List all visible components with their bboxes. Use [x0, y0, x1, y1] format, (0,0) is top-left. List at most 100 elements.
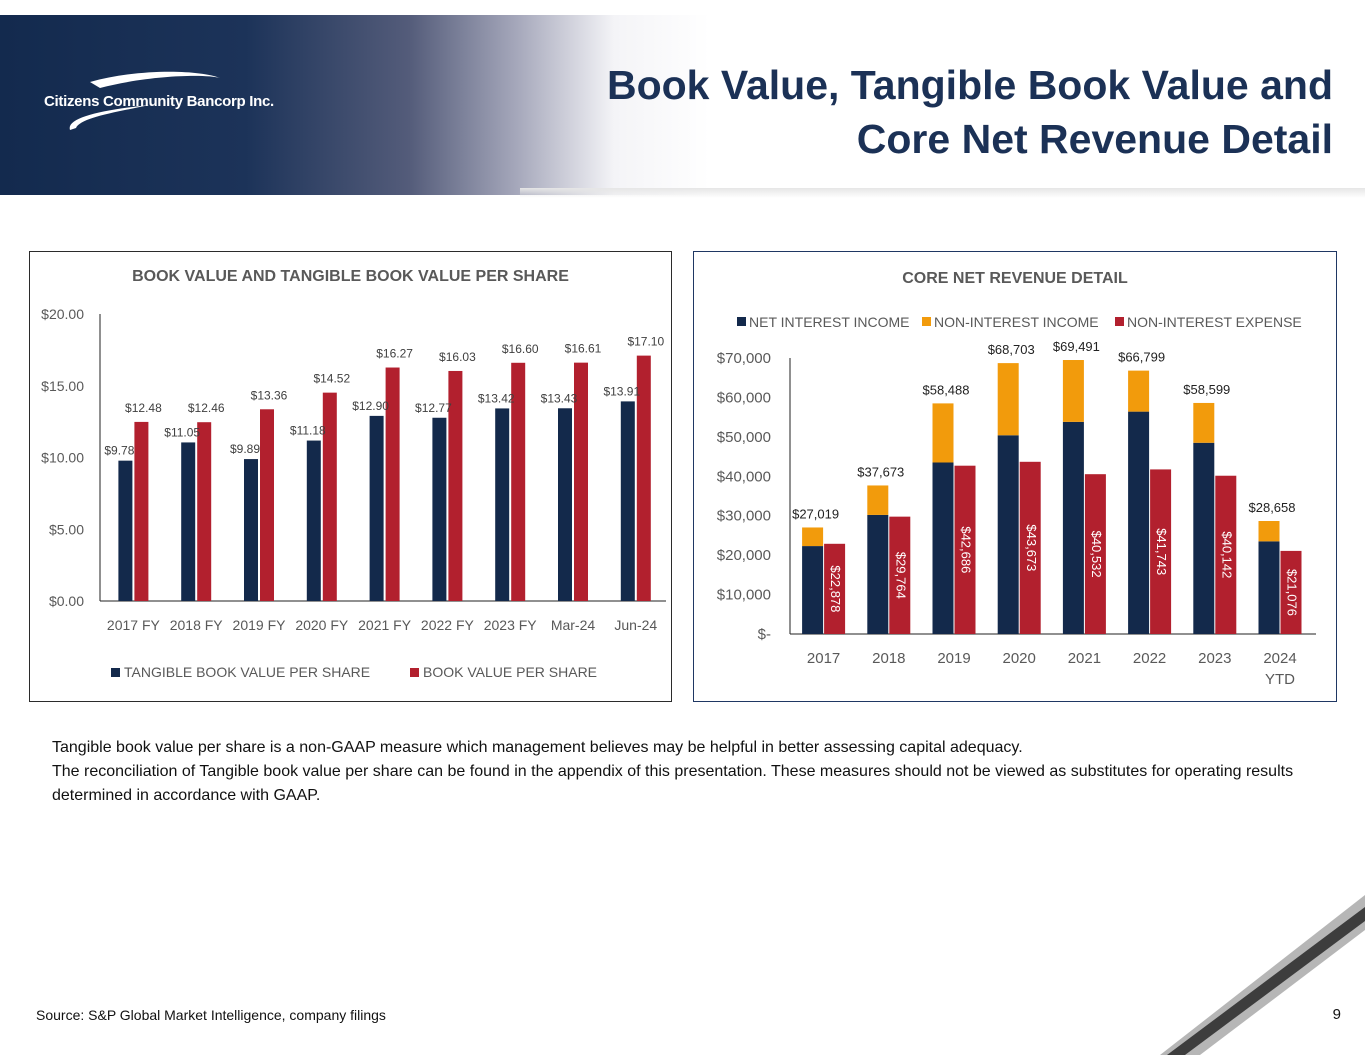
- tangible-book-value-label: $13.42: [478, 391, 515, 405]
- legend-swatch-book: [410, 668, 419, 677]
- company-logo: Citizens Community Bancorp Inc.: [30, 60, 280, 140]
- footnote-line-1: Tangible book value per share is a non-G…: [52, 739, 1023, 756]
- net-interest-income-bar: [802, 546, 824, 634]
- tangible-book-value-label: $9.78: [104, 444, 134, 458]
- book-value-label: $17.10: [627, 335, 664, 349]
- x-tick-label: YTD: [1265, 671, 1295, 688]
- book-value-bar: [448, 370, 463, 601]
- tangible-book-value-label: $9.89: [230, 442, 260, 456]
- page-title: Book Value, Tangible Book Value and Core…: [607, 58, 1333, 166]
- y-tick-label: $70,000: [717, 350, 771, 367]
- tangible-book-value-bar: [306, 440, 321, 601]
- tangible-book-value-bar: [558, 408, 572, 601]
- legend-label-book: BOOK VALUE PER SHARE: [423, 664, 597, 680]
- tangible-book-value-label: $13.43: [541, 391, 578, 405]
- book-value-bar: [322, 392, 337, 601]
- tangible-book-value-label: $11.18: [290, 424, 326, 438]
- stack-total-label: $28,658: [1249, 500, 1296, 515]
- y-tick-label: $10.00: [41, 450, 84, 466]
- book-value-bar: [636, 355, 651, 601]
- non-interest-expense-label: $29,764: [893, 552, 908, 599]
- y-tick-label: $20.00: [41, 306, 84, 322]
- non-interest-expense-label: $40,532: [1089, 531, 1104, 578]
- x-tick-label: 2018: [872, 650, 905, 667]
- footnote-line-2: The reconciliation of Tangible book valu…: [52, 763, 1294, 804]
- tangible-book-value-bar: [118, 460, 133, 601]
- non-interest-income-bar: [932, 403, 954, 463]
- legend-swatch-net-interest-income: [737, 317, 746, 326]
- non-interest-income-bar: [867, 485, 889, 515]
- book-value-label: $12.48: [125, 401, 162, 415]
- legend-swatch-tangible: [111, 668, 120, 677]
- legend-swatch-non-interest-expense: [1115, 317, 1124, 326]
- x-tick-label: 2018 FY: [170, 617, 224, 633]
- y-tick-label: $40,000: [717, 468, 771, 485]
- non-interest-income-bar: [997, 363, 1019, 436]
- net-interest-income-bar: [932, 462, 954, 634]
- company-name: Citizens Community Bancorp Inc.: [44, 93, 274, 110]
- x-tick-label: 2022 FY: [421, 617, 475, 633]
- book-value-chart-title: BOOK VALUE AND TANGIBLE BOOK VALUE PER S…: [132, 268, 569, 285]
- title-line-1: Book Value, Tangible Book Value and: [606, 62, 1333, 108]
- book-value-label: $16.61: [565, 342, 602, 356]
- non-interest-expense-bar: [824, 543, 846, 634]
- x-tick-label: 2022: [1133, 650, 1166, 667]
- stack-total-label: $37,673: [857, 464, 904, 479]
- x-tick-label: 2020: [1003, 650, 1036, 667]
- non-interest-income-bar: [1258, 521, 1280, 542]
- x-tick-label: 2017: [807, 650, 840, 667]
- non-interest-expense-bar: [1084, 474, 1106, 634]
- core-revenue-chart-panel: CORE NET REVENUE DETAIL $- $10,000 $20,000…: [693, 251, 1337, 702]
- tangible-book-value-bar: [495, 408, 510, 601]
- page-number: 9: [1332, 1006, 1341, 1023]
- non-interest-expense-bar: [889, 516, 911, 634]
- tangible-book-value-label: $12.77: [415, 401, 452, 415]
- non-interest-expense-bar: [1215, 475, 1237, 634]
- non-interest-expense-label: $42,686: [959, 526, 974, 573]
- stack-total-label: $66,799: [1118, 350, 1165, 365]
- legend-label-tangible: TANGIBLE BOOK VALUE PER SHARE: [124, 664, 370, 680]
- y-tick-label: $10,000: [717, 587, 771, 604]
- net-interest-income-bar: [1258, 541, 1280, 634]
- x-tick-label: 2019: [937, 650, 970, 667]
- x-tick-label: 2024: [1263, 650, 1296, 667]
- book-value-label: $16.60: [502, 342, 539, 356]
- stack-total-label: $27,019: [792, 506, 839, 521]
- net-interest-income-bar: [867, 514, 889, 634]
- book-value-bar: [385, 367, 400, 601]
- corner-accent: [1160, 895, 1365, 1055]
- book-value-label: $16.27: [376, 347, 413, 361]
- book-value-bar: [134, 421, 149, 601]
- legend-swatch-non-interest-income: [922, 317, 931, 326]
- non-interest-expense-label: $40,142: [1219, 531, 1234, 578]
- y-tick-label: $15.00: [41, 378, 84, 394]
- header-shadow: [520, 188, 1365, 198]
- stack-total-label: $58,488: [923, 382, 970, 397]
- net-interest-income-bar: [1062, 421, 1084, 634]
- y-tick-label: $-: [758, 626, 771, 643]
- non-interest-expense-bar: [1280, 550, 1302, 634]
- non-interest-expense-label: $22,878: [828, 565, 843, 612]
- book-value-label: $16.03: [439, 350, 476, 364]
- book-value-label: $14.52: [313, 372, 350, 386]
- book-value-label: $12.46: [188, 401, 225, 415]
- x-tick-label: 2019 FY: [233, 617, 287, 633]
- non-interest-expense-bar: [954, 465, 976, 634]
- y-tick-label: $0.00: [49, 593, 84, 609]
- net-interest-income-bar: [997, 435, 1019, 634]
- tangible-book-value-label: $12.90: [352, 399, 389, 413]
- x-tick-label: Mar-24: [551, 617, 596, 633]
- book-value-chart-panel: BOOK VALUE AND TANGIBLE BOOK VALUE PER S…: [29, 251, 672, 702]
- core-revenue-chart-title: CORE NET REVENUE DETAIL: [902, 270, 1128, 287]
- book-value-bar: [260, 409, 274, 601]
- non-interest-expense-label: $21,076: [1285, 569, 1300, 616]
- y-tick-label: $60,000: [717, 389, 771, 406]
- footnote: Tangible book value per share is a non-G…: [52, 736, 1322, 808]
- y-tick-label: $5.00: [49, 521, 84, 537]
- legend-label-non-interest-income: NON-INTEREST INCOME: [934, 314, 1099, 330]
- non-interest-income-bar: [1193, 402, 1215, 443]
- y-tick-label: $30,000: [717, 508, 771, 525]
- header-band: [0, 15, 1365, 195]
- tangible-book-value-bar: [244, 459, 258, 601]
- non-interest-income-bar: [802, 527, 824, 547]
